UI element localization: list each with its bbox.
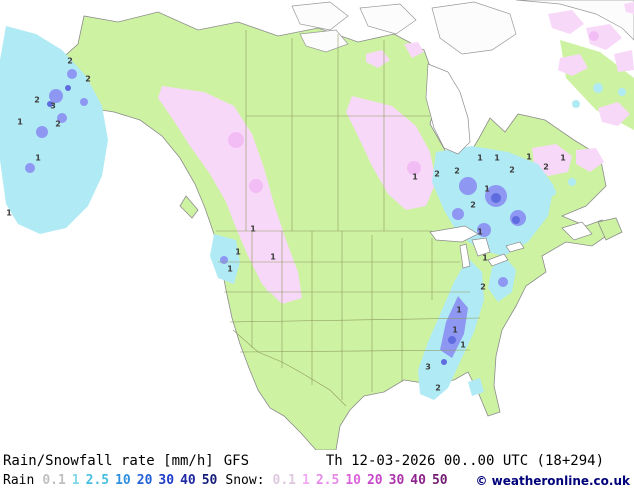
rain-core bbox=[57, 113, 67, 123]
snow-area-west bbox=[158, 86, 302, 304]
legend-value: 2.5 bbox=[85, 473, 110, 488]
rain-legend-values: 0.1 1 2.5 10 20 30 40 50 bbox=[42, 473, 223, 488]
snow-area-greenland bbox=[614, 50, 634, 72]
model-label: GFS bbox=[223, 452, 250, 469]
legend-value: 30 bbox=[158, 473, 175, 488]
arctic-island bbox=[359, 3, 417, 35]
product-title: Rain/Snowfall rate [mm/h] bbox=[3, 452, 214, 469]
rain-core-heavy bbox=[448, 336, 456, 344]
snow-legend-values: 0.1 1 2.5 10 20 30 40 50 bbox=[273, 473, 454, 488]
snow-area-greenland bbox=[558, 54, 588, 76]
snow-speck bbox=[228, 132, 244, 148]
rain-speck bbox=[618, 88, 626, 96]
rain-speck bbox=[593, 83, 603, 93]
legend-value: 20 bbox=[366, 473, 383, 488]
lake-huron bbox=[471, 237, 491, 257]
snow-area-greenland bbox=[624, 2, 634, 14]
snow-area-central-canada bbox=[346, 96, 436, 210]
rain-area-gulf-of-alaska bbox=[0, 26, 108, 234]
legend-value: 10 bbox=[345, 473, 361, 488]
hudson-bay bbox=[425, 63, 471, 155]
rain-core-heavy bbox=[47, 101, 53, 107]
snow-area-greenland bbox=[586, 24, 622, 50]
legend-value: 50 bbox=[201, 473, 218, 488]
rain-core bbox=[459, 177, 477, 195]
lake-ontario bbox=[505, 241, 525, 253]
legend-value: 1 bbox=[302, 473, 310, 488]
copyright: © weatheronline.co.uk bbox=[475, 473, 630, 488]
snow-area-quebec bbox=[576, 148, 604, 172]
legend-row: Rain 0.1 1 2.5 10 20 30 40 50 Snow: 0.1 1 2.5 10 20… bbox=[0, 471, 634, 490]
vancouver-island bbox=[179, 195, 199, 219]
rain-core-heavy bbox=[441, 359, 447, 365]
snow-legend-label: Snow: bbox=[225, 473, 265, 488]
rain-area-florida bbox=[468, 378, 484, 396]
rain-core-heavy bbox=[512, 216, 520, 224]
rain-speck bbox=[572, 100, 580, 108]
legend-value: 2.5 bbox=[315, 473, 340, 488]
snow-area-greenland bbox=[548, 10, 584, 34]
legend-value: 0.1 bbox=[272, 473, 297, 488]
forecast-datetime: Th 12-03-2026 00..00 UTC (18+294) bbox=[325, 452, 604, 469]
greenland bbox=[515, 0, 634, 41]
rain-core bbox=[498, 277, 508, 287]
legend-value: 1 bbox=[71, 473, 80, 488]
lake-erie bbox=[487, 253, 509, 267]
state-borders bbox=[216, 30, 481, 407]
rain-core bbox=[80, 98, 88, 106]
rain-core bbox=[25, 163, 35, 173]
legend-value: 30 bbox=[388, 473, 405, 488]
legend-value: 20 bbox=[136, 473, 153, 488]
rain-core bbox=[49, 89, 63, 103]
snow-speck bbox=[407, 161, 421, 175]
rain-legend-label: Rain bbox=[3, 473, 35, 488]
snow-area-quebec bbox=[532, 144, 572, 176]
legend-value: 10 bbox=[115, 473, 131, 488]
rain-core bbox=[440, 296, 468, 358]
rain-core bbox=[452, 208, 464, 220]
snow-area-labrador bbox=[598, 102, 630, 126]
rain-core bbox=[220, 256, 228, 264]
snow-area-arctic bbox=[404, 42, 424, 58]
arctic-island bbox=[299, 29, 349, 53]
lake-michigan bbox=[459, 243, 471, 269]
snow-area-great-basin bbox=[256, 252, 296, 300]
legend-value: 50 bbox=[431, 473, 448, 488]
newfoundland bbox=[597, 217, 623, 241]
legend-value: 40 bbox=[410, 473, 426, 488]
snow-speck bbox=[249, 179, 263, 193]
caption-row: Rain/Snowfall rate [mm/h] GFS Th 12-03-2… bbox=[0, 450, 634, 471]
legend-value: 0.1 bbox=[42, 473, 66, 488]
baffin-island bbox=[431, 1, 517, 55]
gulf-of-st-lawrence bbox=[561, 221, 593, 241]
lake-superior bbox=[429, 225, 479, 243]
rain-core bbox=[67, 69, 77, 79]
rain-core bbox=[36, 126, 48, 138]
rain-core-heavy bbox=[65, 85, 71, 91]
rain-speck bbox=[527, 171, 537, 181]
rain-speck bbox=[548, 188, 556, 196]
rain-core bbox=[477, 223, 491, 237]
legend-value: 40 bbox=[180, 473, 196, 488]
rain-core-heavy bbox=[491, 193, 501, 203]
north-america-map bbox=[0, 0, 634, 450]
rain-speck bbox=[568, 178, 576, 186]
snow-speck bbox=[589, 31, 599, 41]
arctic-island bbox=[291, 1, 349, 31]
